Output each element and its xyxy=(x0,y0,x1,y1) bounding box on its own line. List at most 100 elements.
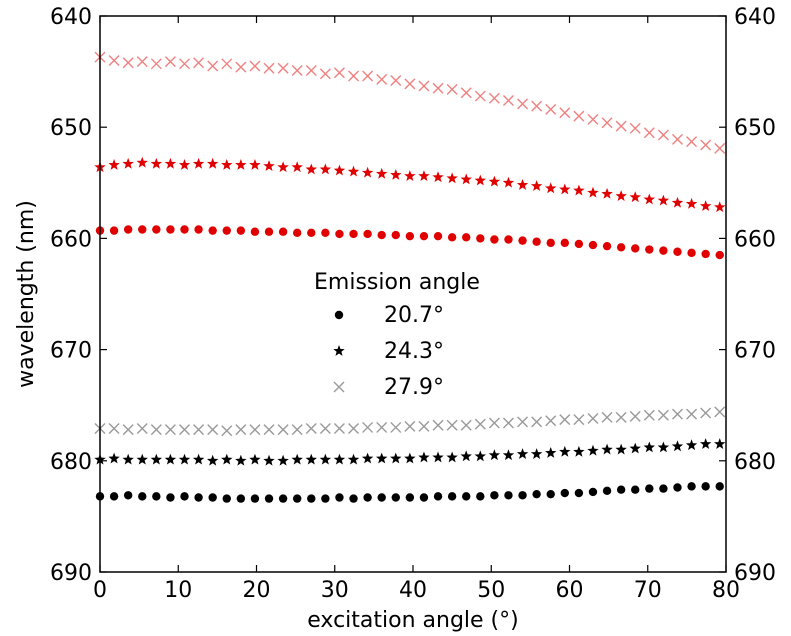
legend-marker-star xyxy=(333,345,345,356)
data-point-circle xyxy=(588,487,598,497)
y-tick-label-right: 640 xyxy=(734,5,776,30)
data-point-circle xyxy=(560,238,570,248)
data-point-star xyxy=(488,175,501,187)
data-point-x xyxy=(390,75,402,86)
data-point-circle xyxy=(222,226,231,235)
data-point-star xyxy=(714,438,726,449)
data-point-star xyxy=(122,453,134,465)
data-point-x xyxy=(418,420,430,432)
data-point-x xyxy=(221,58,233,70)
data-point-x xyxy=(700,407,712,419)
data-point-circle xyxy=(363,493,372,502)
data-point-star xyxy=(488,449,501,461)
data-point-circle xyxy=(278,227,288,236)
data-point-circle xyxy=(462,492,471,501)
data-point-circle xyxy=(123,491,133,500)
data-point-x xyxy=(643,409,655,421)
data-point-star xyxy=(235,159,247,170)
data-point-star xyxy=(699,200,712,212)
data-point-star xyxy=(347,453,360,465)
data-point-star xyxy=(502,449,515,461)
data-point-x xyxy=(122,424,134,436)
data-point-circle xyxy=(377,230,386,240)
data-point-x xyxy=(573,110,585,122)
data-point-star xyxy=(615,190,627,201)
data-point-x xyxy=(221,425,233,437)
data-point-circle xyxy=(222,494,231,503)
data-point-circle xyxy=(659,246,668,255)
y-axis-label: wavelength (nm) xyxy=(14,200,39,388)
data-point-x xyxy=(714,142,726,154)
data-point-star xyxy=(291,453,303,465)
data-point-x xyxy=(643,127,655,139)
data-point-x xyxy=(531,416,543,428)
data-point-circle xyxy=(391,230,400,240)
data-point-x xyxy=(601,117,613,129)
data-point-x xyxy=(108,423,120,435)
data-point-star xyxy=(361,166,374,178)
data-point-x xyxy=(587,113,599,125)
data-point-star xyxy=(192,453,205,465)
data-point-x xyxy=(277,62,289,74)
x-tick-label: 30 xyxy=(321,578,349,603)
data-point-x xyxy=(531,100,543,112)
data-point-star xyxy=(136,453,148,465)
data-point-star xyxy=(573,445,585,457)
data-point-circle xyxy=(490,235,499,244)
data-point-circle xyxy=(109,492,119,501)
data-point-star xyxy=(291,161,303,173)
data-point-star xyxy=(657,441,670,453)
data-point-star xyxy=(446,451,458,463)
data-point-x xyxy=(291,64,303,76)
data-point-x xyxy=(404,420,416,432)
data-point-circle xyxy=(307,228,316,238)
data-point-x xyxy=(615,411,627,423)
data-point-circle xyxy=(490,491,499,500)
data-point-x xyxy=(319,68,331,80)
data-point-x xyxy=(193,57,205,69)
data-point-x xyxy=(235,61,247,73)
legend-entry-label: 20.7° xyxy=(384,303,444,328)
data-point-x xyxy=(319,423,331,435)
data-point-circle xyxy=(504,235,513,244)
data-point-x xyxy=(559,414,571,426)
data-point-x xyxy=(193,424,205,436)
data-point-star xyxy=(418,451,430,463)
y-tick-label-right: 690 xyxy=(734,561,776,586)
data-point-circle xyxy=(447,492,457,501)
data-point-x xyxy=(305,423,317,435)
data-point-x xyxy=(136,56,148,68)
data-point-x xyxy=(432,419,444,431)
y-tick-label: 650 xyxy=(50,116,92,141)
data-point-star xyxy=(263,160,275,171)
data-point-circle xyxy=(391,493,400,502)
data-point-circle xyxy=(546,238,555,248)
legend-entry-label: 24.3° xyxy=(384,339,444,364)
data-point-star xyxy=(699,438,712,449)
data-point-star xyxy=(178,453,191,465)
data-point-x xyxy=(601,411,613,423)
legend: Emission angle 20.7° 24.3° 27.9° xyxy=(314,270,480,400)
data-point-star xyxy=(404,452,416,464)
data-point-star xyxy=(685,439,698,451)
data-point-star xyxy=(545,182,557,194)
data-point-x xyxy=(136,423,148,435)
y-tick-label-right: 670 xyxy=(734,339,776,364)
data-point-star xyxy=(516,179,529,190)
data-point-x xyxy=(249,424,261,436)
data-markers xyxy=(94,51,726,503)
data-point-circle xyxy=(152,492,161,501)
data-point-x xyxy=(686,136,698,148)
data-point-circle xyxy=(194,225,203,234)
data-point-star xyxy=(615,443,627,455)
data-point-x xyxy=(460,419,472,431)
data-point-circle xyxy=(138,225,147,234)
data-point-circle xyxy=(194,493,203,502)
data-point-x xyxy=(207,424,219,436)
data-point-x xyxy=(474,90,486,102)
data-point-circle xyxy=(264,494,274,503)
y-tick-label-right: 660 xyxy=(734,227,776,252)
data-point-star xyxy=(432,451,444,463)
data-point-x xyxy=(559,107,571,119)
y-tick-label: 690 xyxy=(50,561,92,586)
